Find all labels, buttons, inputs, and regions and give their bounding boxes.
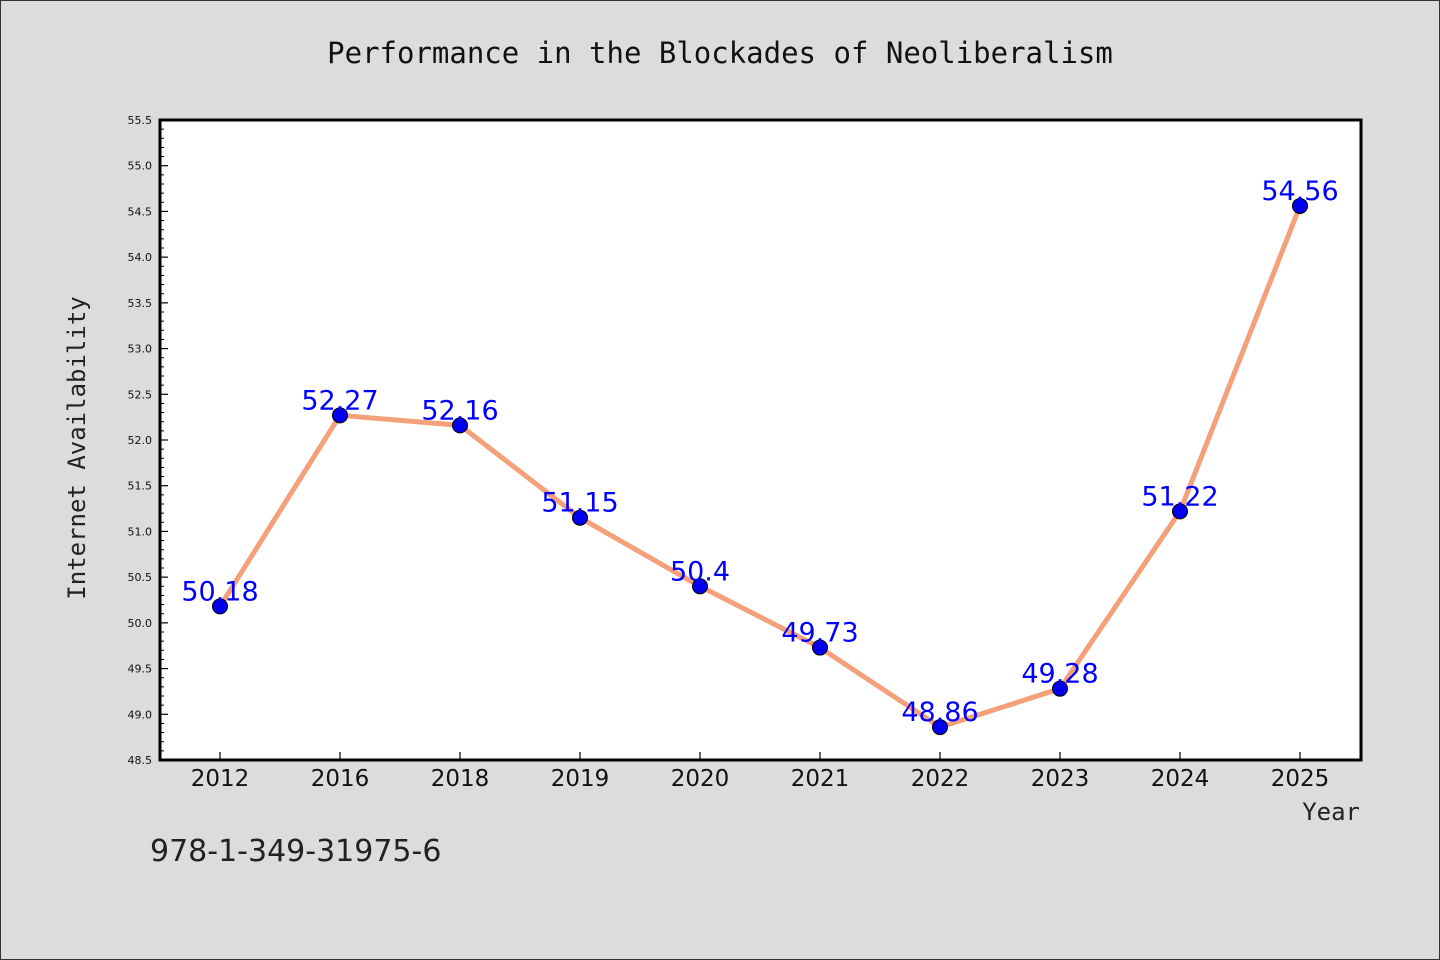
y-tick-label: 50.0 [128, 617, 153, 630]
x-axis-label: Year [1302, 798, 1360, 826]
y-axis-label: Internet Availability [63, 296, 91, 599]
y-tick-label: 54.5 [128, 205, 153, 218]
data-label: 48.86 [901, 697, 978, 728]
isbn-text: 978-1-349-31975-6 [150, 834, 442, 869]
chart-title: Performance in the Blockades of Neoliber… [327, 36, 1113, 70]
series-line [217, 203, 1303, 730]
data-point [1052, 680, 1068, 697]
data-label: 52.27 [301, 385, 378, 416]
x-tick-label: 2019 [551, 766, 610, 792]
y-tick-label: 51.5 [128, 480, 153, 493]
data-label: 54.56 [1261, 176, 1338, 207]
x-tick-label: 2025 [1271, 766, 1330, 792]
x-tick-label: 2022 [911, 766, 970, 792]
y-tick-label: 50.5 [128, 571, 153, 584]
y-axis: 48.5 49.0 49.5 50.0 50.5 51.0 51.5 52.0 52.5 53.0… [128, 114, 168, 767]
y-tick-label: 55.0 [128, 160, 153, 173]
data-label: 51.15 [541, 488, 618, 519]
data-point [812, 639, 828, 656]
x-tick-label: 2012 [191, 766, 250, 792]
data-point [212, 598, 228, 615]
x-tick-label: 2023 [1031, 766, 1090, 792]
x-tick-label: 2020 [671, 766, 730, 792]
data-point [452, 417, 468, 434]
data-point [1292, 197, 1308, 214]
y-tick-label: 48.5 [128, 754, 153, 767]
x-tick-label: 2021 [791, 766, 850, 792]
x-tick-label: 2018 [431, 766, 490, 792]
y-tick-label: 49.5 [128, 663, 153, 676]
x-axis: 2012 2016 2018 2019 2020 2021 2022 2023 2024 2025 [191, 752, 1330, 792]
y-tick-label: 53.0 [128, 343, 153, 356]
y-tick-label: 53.5 [128, 297, 153, 310]
data-point [332, 407, 348, 424]
data-point [932, 719, 948, 736]
data-label: 51.22 [1141, 481, 1218, 512]
data-label: 50.18 [181, 576, 258, 607]
data-point [692, 578, 708, 595]
y-tick-label: 54.0 [128, 251, 153, 264]
plot-area [158, 118, 1363, 762]
y-tick-label: 52.5 [128, 388, 153, 401]
y-tick-label: 49.0 [128, 708, 153, 721]
y-tick-label: 51.0 [128, 525, 153, 538]
y-tick-label: 52.0 [128, 434, 153, 447]
y-tick-label: 55.5 [128, 114, 153, 127]
data-point [572, 509, 588, 526]
data-label: 50.4 [670, 556, 730, 587]
x-tick-label: 2024 [1151, 766, 1210, 792]
data-label: 49.73 [781, 618, 858, 649]
data-point [1172, 503, 1188, 520]
series-line-group [212, 197, 1308, 736]
data-label: 49.28 [1021, 659, 1098, 690]
data-label: 52.16 [421, 395, 498, 426]
data-label-group: 50.18 52.27 52.16 51.15 50.4 49.73 48.86 49.28 5… [181, 176, 1338, 728]
x-tick-label: 2016 [311, 766, 370, 792]
